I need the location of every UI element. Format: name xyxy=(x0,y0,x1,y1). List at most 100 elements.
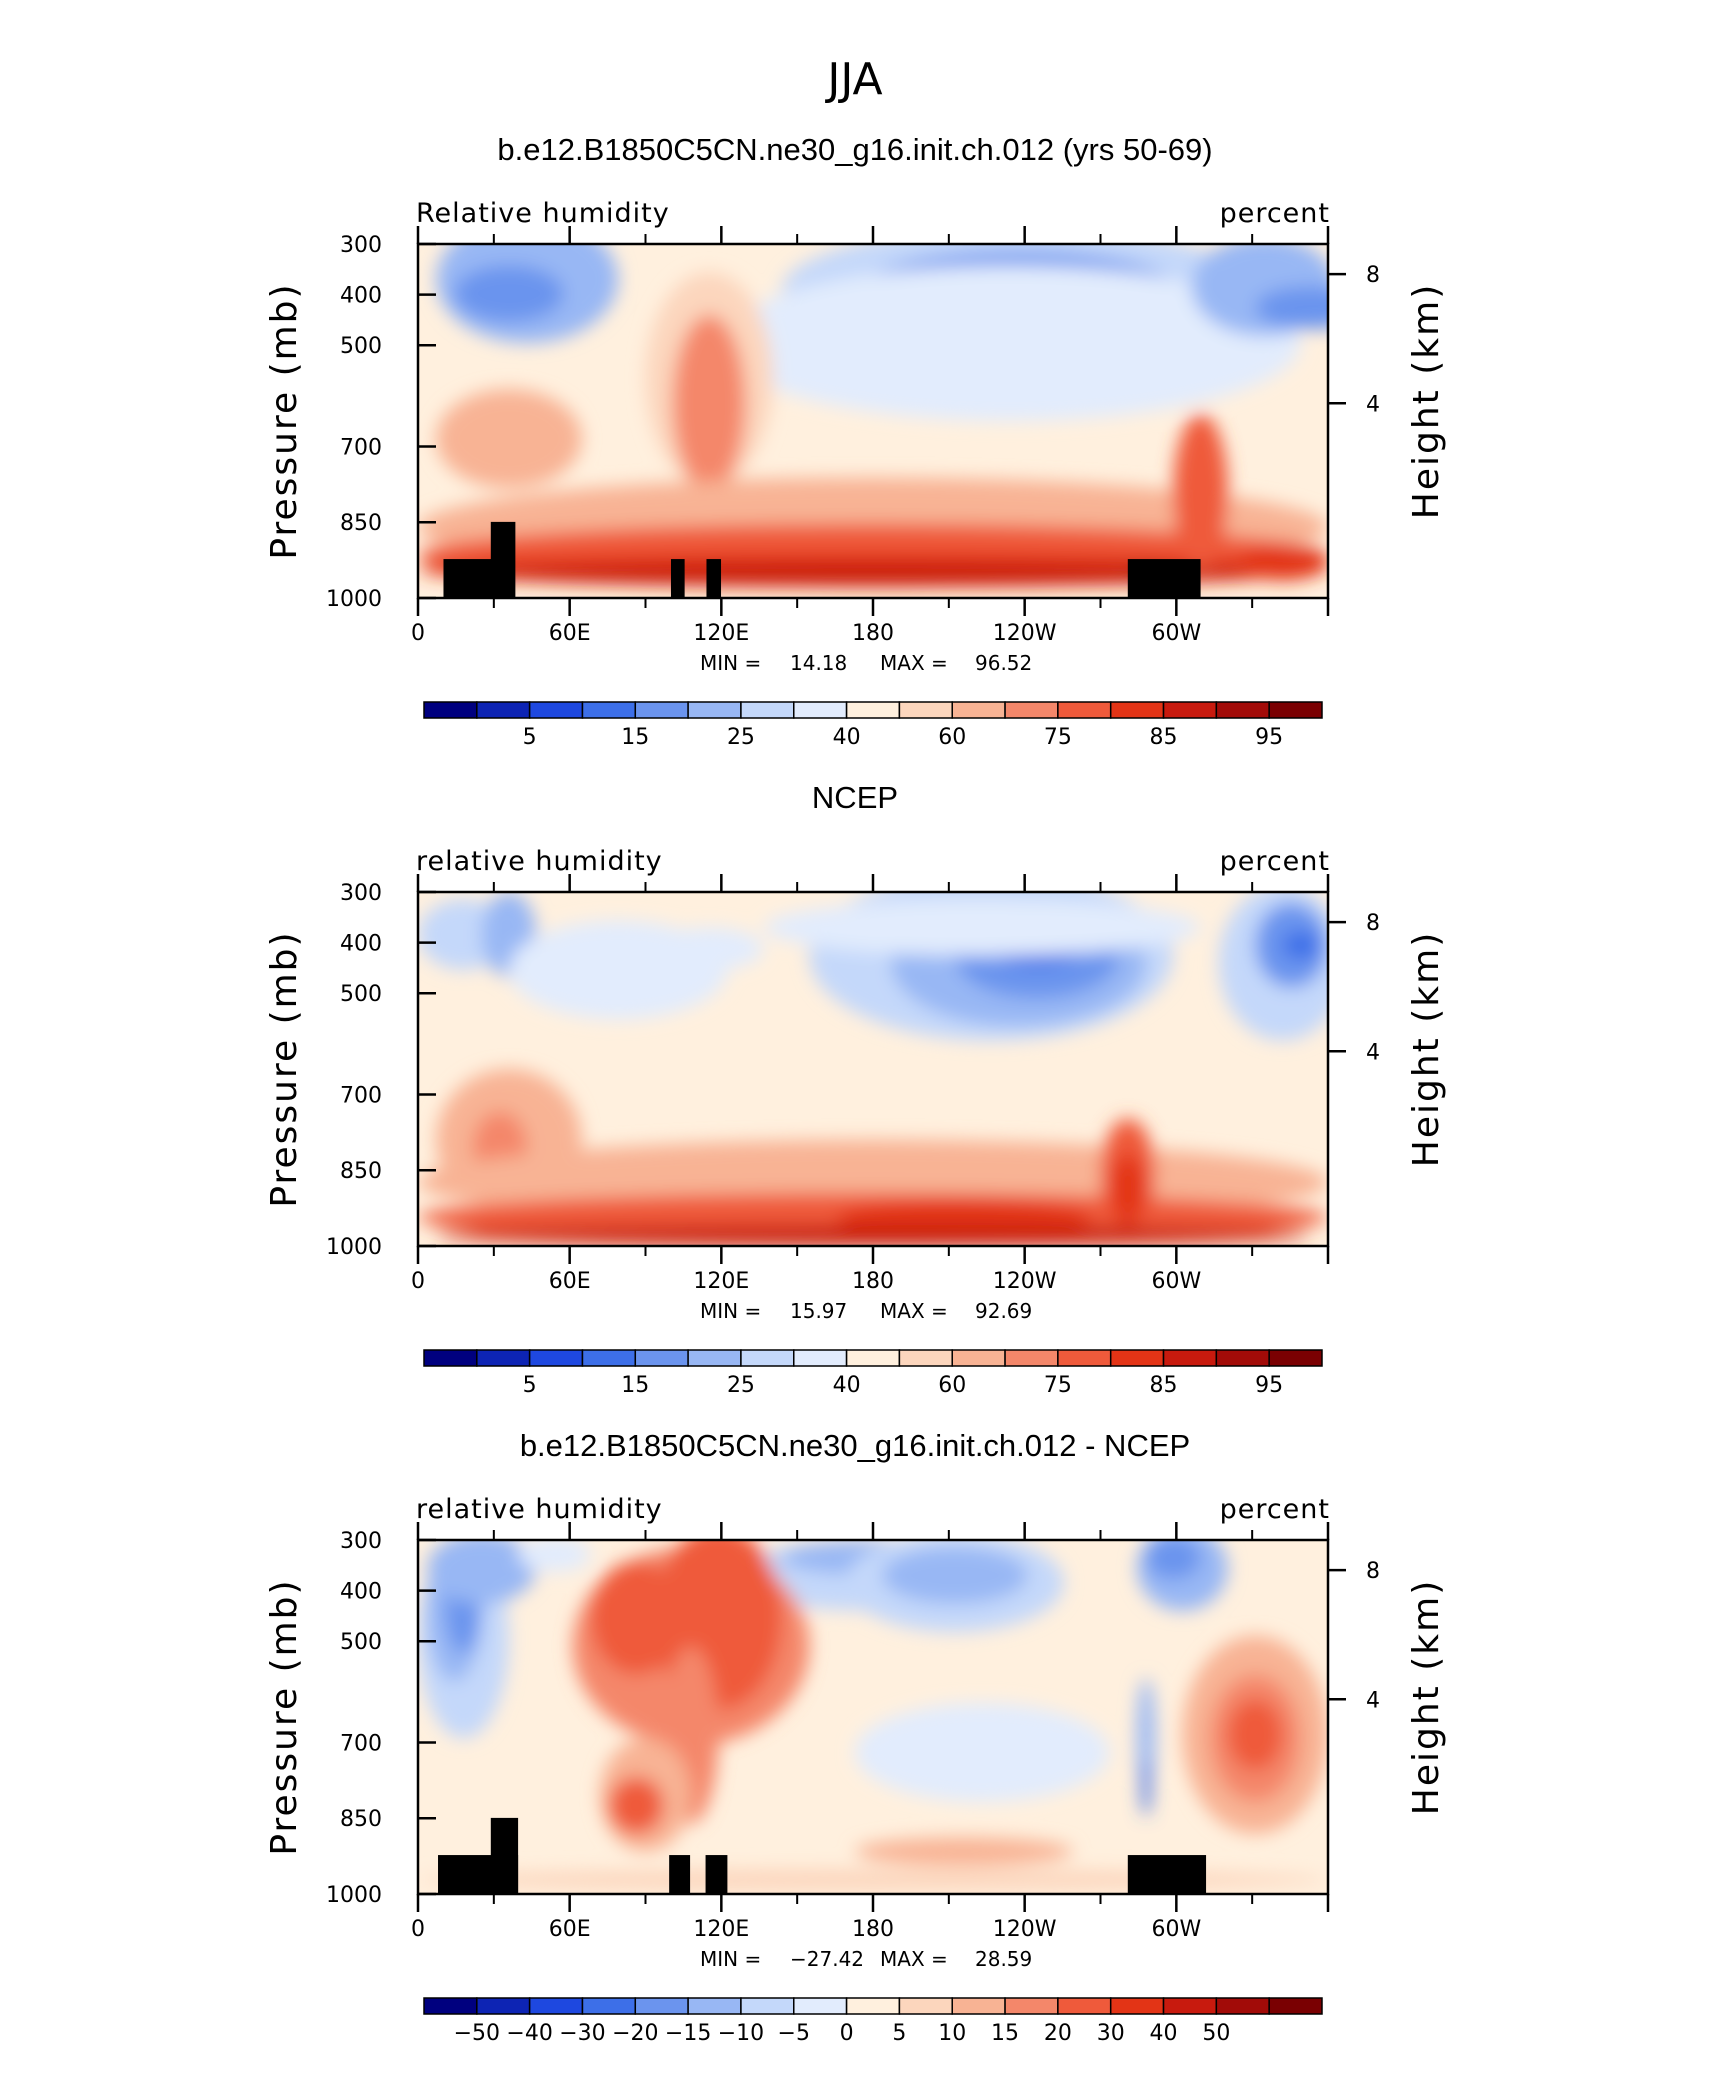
y2-axis-title: Height (km) xyxy=(1406,283,1447,519)
contour-region xyxy=(763,899,1201,956)
colorbar-swatch xyxy=(898,1349,953,1367)
colorbar-label: 30 xyxy=(1097,2021,1125,2046)
colorbar-label: 60 xyxy=(938,725,966,750)
colorbar-swatch xyxy=(1109,1349,1165,1367)
colorbar-swatch xyxy=(687,1349,742,1367)
units-label: percent xyxy=(1220,846,1330,877)
colorbar-swatch xyxy=(845,1349,901,1367)
y-tick-label: 500 xyxy=(340,1630,382,1655)
colorbar-swatch xyxy=(1162,1997,1218,2015)
panel-title: b.e12.B1850C5CN.ne30_g16.init.ch.012 (yr… xyxy=(497,132,1212,167)
y2-tick-label: 8 xyxy=(1366,911,1380,936)
colorbar-swatch xyxy=(581,1997,637,2015)
y-tick-label: 700 xyxy=(340,435,382,460)
contour-region xyxy=(609,1777,664,1834)
colorbar-swatch xyxy=(687,701,742,719)
y-tick-label: 500 xyxy=(340,334,382,359)
colorbar-label: 40 xyxy=(1150,2021,1178,2046)
field-blobs xyxy=(418,1540,1328,1891)
x-tick-label: 120E xyxy=(693,1917,749,1942)
contour-region xyxy=(854,1837,1074,1866)
colorbar-label: −30 xyxy=(559,2021,605,2046)
colorbar-swatch xyxy=(581,1349,637,1367)
colorbar-label: 20 xyxy=(1044,2021,1072,2046)
colorbar-swatch xyxy=(898,701,953,719)
colorbar-swatch xyxy=(423,701,478,719)
colorbar-label: −10 xyxy=(718,2021,764,2046)
colorbar-swatch xyxy=(740,1997,795,2015)
minmax-min-label: MIN = xyxy=(700,1947,761,1971)
colorbar-swatch xyxy=(634,1997,689,2015)
units-label: percent xyxy=(1220,1494,1330,1525)
minmax-min: 15.97 xyxy=(790,1299,847,1323)
colorbar-label: 25 xyxy=(727,1373,755,1398)
y-tick-label: 400 xyxy=(340,1580,382,1605)
y-tick-label: 1000 xyxy=(326,1235,382,1260)
colorbar-label: 15 xyxy=(991,2021,1019,2046)
contour-region xyxy=(1109,1153,1147,1225)
colorbar-swatch xyxy=(793,701,848,719)
contour-region xyxy=(1146,1540,1201,1579)
contour-region xyxy=(1237,544,1328,581)
contour-region xyxy=(436,389,582,489)
colorbar-swatch xyxy=(528,1349,584,1367)
colorbar-label: 95 xyxy=(1255,1373,1283,1398)
field-blobs xyxy=(418,244,1328,588)
colorbar-label: 5 xyxy=(523,725,537,750)
variable-label: relative humidity xyxy=(416,846,663,877)
y2-tick-label: 8 xyxy=(1366,263,1380,288)
colorbar-label: −50 xyxy=(454,2021,500,2046)
contour-region xyxy=(1227,1699,1283,1771)
colorbar-swatch xyxy=(1109,701,1165,719)
y-tick-label: 1000 xyxy=(326,587,382,612)
minmax-min-label: MIN = xyxy=(700,651,761,675)
contour-region xyxy=(1173,413,1228,570)
topography-mask xyxy=(706,559,722,598)
colorbar-label: 40 xyxy=(833,1373,861,1398)
topography-mask xyxy=(669,1855,691,1894)
colorbar-swatch xyxy=(476,1349,531,1367)
colorbar-label: 75 xyxy=(1044,725,1072,750)
colorbar-swatch xyxy=(1215,1349,1270,1367)
x-tick-label: 0 xyxy=(411,1917,425,1942)
x-tick-label: 120W xyxy=(993,621,1057,646)
y-tick-label: 1000 xyxy=(326,1883,382,1908)
minmax-max: 92.69 xyxy=(975,1299,1032,1323)
colorbar-swatch xyxy=(476,701,531,719)
figure-title: JJA xyxy=(824,54,882,105)
colorbar-swatch xyxy=(634,701,689,719)
colorbar-swatch xyxy=(1057,1997,1112,2015)
colorbar: 5 15 25 40 60 75 85 95 xyxy=(423,701,1323,750)
topography-mask xyxy=(670,559,685,598)
minmax-max: 28.59 xyxy=(975,1947,1032,1971)
minmax-max-label: MAX = xyxy=(880,651,948,675)
topography-mask xyxy=(490,521,516,598)
colorbar-swatch xyxy=(581,701,637,719)
min-max-summary: MIN = −27.42 MAX = 28.59 xyxy=(700,1947,1032,1971)
units-label: percent xyxy=(1220,198,1330,229)
contour-region xyxy=(654,927,764,970)
y-tick-label: 850 xyxy=(340,511,382,536)
colorbar-swatch xyxy=(1004,1997,1059,2015)
y2-tick-label: 4 xyxy=(1366,1688,1380,1713)
y-tick-label: 300 xyxy=(340,881,382,906)
colorbar-label: 25 xyxy=(727,725,755,750)
contour-region xyxy=(454,265,564,322)
chart-panel-2: b.e12.B1850C5CN.ne30_g16.init.ch.012 - N… xyxy=(264,1428,1447,2046)
colorbar-swatch xyxy=(845,701,901,719)
minmax-min-label: MIN = xyxy=(700,1299,761,1323)
colorbar-swatch xyxy=(476,1997,531,2015)
y-axis-title: Pressure (mb) xyxy=(264,1578,305,1855)
x-tick-label: 60E xyxy=(549,1917,591,1942)
colorbar-label: 40 xyxy=(833,725,861,750)
y-tick-label: 700 xyxy=(340,1083,382,1108)
y-tick-label: 850 xyxy=(340,1159,382,1184)
colorbar-swatch xyxy=(634,1349,689,1367)
minmax-max-label: MAX = xyxy=(880,1299,948,1323)
colorbar-swatch xyxy=(1057,1349,1112,1367)
colorbar-swatch xyxy=(793,1349,848,1367)
minmax-max: 96.52 xyxy=(975,651,1032,675)
y-axis-title: Pressure (mb) xyxy=(264,930,305,1207)
contour-region xyxy=(518,1540,591,1572)
